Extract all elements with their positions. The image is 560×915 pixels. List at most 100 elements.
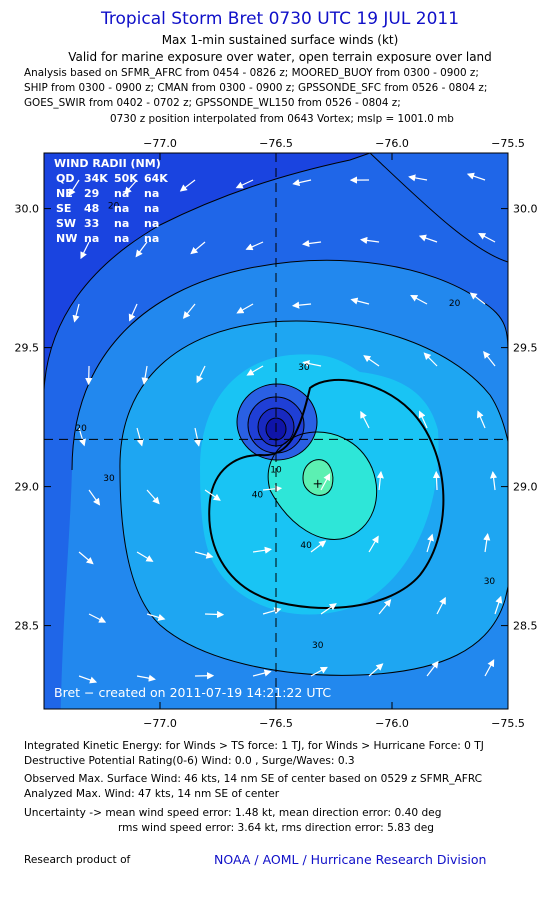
chart-credit: Bret − created on 2011-07-19 14:21:22 UT… [54,685,331,700]
wind-vector-arrow [477,410,486,429]
contour-label: 20 [449,299,461,309]
wind-vector-arrow [262,607,282,615]
wind-vector-arrow [78,675,98,684]
contour-line-25kt [71,259,508,471]
wind-vector-arrow [320,473,331,491]
y-tick-label-left: 30.0 [15,203,40,216]
wind-vector-arrow [426,533,434,553]
y-tick-label-left: 28.5 [15,620,40,633]
wind-vector-arrow [291,301,312,309]
contour-line-35kt [208,378,445,609]
wind-vector-arrow [310,540,327,553]
wind-vector-arrow [196,365,206,384]
wind-vector-arrow [310,666,328,677]
wind-vector-arrow [432,470,441,491]
x-tick-label-top: −75.5 [491,137,525,150]
wind-radii-cell: na [84,232,99,245]
wind-vector-arrow [80,241,90,260]
wind-vector-arrow [302,360,322,368]
wind-vector-arrow [478,233,496,243]
wind-vector-arrow [410,294,428,305]
wind-vector-arrow [136,551,154,562]
wind-radii-cell: na [144,202,159,215]
contour-line-30kt [119,320,508,676]
contour-line-eye-1 [236,383,318,461]
x-tick-label-top: −76.0 [375,137,409,150]
wind-vector-arrow [436,596,446,615]
wind-vector-arrow [182,303,196,319]
x-tick-label-bottom: −77.0 [143,717,177,730]
wind-vector-arrow [194,551,214,559]
wind-vector-arrow [418,234,438,243]
wind-vector-arrow [135,241,148,258]
contour-line-20kt-east [369,153,508,263]
y-tick-label-left: 29.5 [15,342,40,355]
wind-vector-arrow [78,427,86,447]
dpr-line: Destructive Potential Rating(0-6) Wind: … [24,755,355,767]
wind-vector-arrow [236,303,254,314]
contour-label: 30 [484,577,496,587]
x-tick-label-top: −77.0 [143,137,177,150]
y-tick-label-right: 30.0 [513,203,538,216]
wind-radii-cell: na [114,187,129,200]
wind-vector-arrow [368,535,379,553]
wind-radii-column-header: QD [56,172,74,185]
wind-radii-cell: na [114,232,129,245]
wind-vector-arrow [190,241,206,255]
wind-vector-arrow [204,489,221,501]
y-tick-label-right: 29.5 [513,342,538,355]
contour-label: 20 [75,424,87,434]
noaa-aoml-link[interactable]: NOAA / AOML / Hurricane Research Divisio… [214,852,487,867]
position-note: 0730 z position interpolated from 0643 V… [110,113,454,125]
wind-vector-arrow [179,179,196,192]
y-tick-label-right: 29.0 [513,481,538,494]
axis-tick-labels: −77.0 −77.0 −76.5 −76.5 −76.0 −76.0 −75.5 −75.5… [15,137,538,730]
wind-radii-cell: 33 [84,217,99,230]
axis-ticks [44,153,509,709]
wind-vector-arrow [235,179,254,189]
contour-line-45kt [302,459,334,496]
analysis-line-2: SHIP from 0300 - 0900 z; CMAN from 0300 … [24,82,488,94]
wind-vector-arrow [466,172,486,181]
wind-vector-arrow [426,660,439,677]
x-tick-label-bottom: −76.0 [375,717,409,730]
research-product-label: Research product of [24,854,131,866]
wind-vector-arrow [246,365,264,376]
wind-vector-arrow [78,551,94,565]
contour-label: 40 [252,491,264,501]
wind-vectors [68,172,503,684]
wind-vector-arrow [262,485,283,493]
ike-line: Integrated Kinetic Energy: for Winds > T… [24,740,484,752]
contour-47kt [303,459,333,496]
wind-radii-column-header: 50K [114,172,138,185]
wind-vector-arrow [141,365,149,385]
wind-vector-arrow [483,350,496,367]
y-tick-label-right: 28.5 [513,620,538,633]
contour-label: 40 [300,541,312,551]
wind-vector-arrow [376,470,384,491]
wind-vector-arrow [489,470,498,491]
chart-subtitle-exposure: Valid for marine exposure over water, op… [68,50,492,64]
wind-vector-arrow [363,355,380,367]
uncertainty-line-1: Uncertainty -> mean wind speed error: 1.… [24,807,442,819]
wind-vector-arrow [408,174,428,182]
chart-subtitle-winds: Max 1-min sustained surface winds (kt) [161,33,399,47]
wind-radii-title: WIND RADII (NM) [54,157,161,170]
wind-vector-arrow [350,297,370,305]
wind-vector-arrow [423,352,438,367]
uncertainty-line-2: rms wind speed error: 3.64 kt, rms direc… [118,822,435,834]
wind-radii-table: WIND RADII (NM) QD 34K 50K 64K NE 29 na na SE 48 na… [54,157,168,245]
wind-radii-cell: SW [56,217,76,230]
wind-vector-arrow [360,410,370,429]
wind-vector-arrow [136,427,144,447]
wind-vector-arrow [88,613,107,623]
analysis-line-1: Analysis based on SFMR_AFRC from 0454 - … [24,67,479,79]
wind-radii-cell: SE [56,202,71,215]
analyzed-max-wind: Analyzed Max. Wind: 47 kts, 14 nm SE of … [24,788,280,800]
x-tick-label-top: −76.5 [259,137,293,150]
wind-radii-column-header: 34K [84,172,108,185]
contour-label: 20 [108,202,120,212]
wind-vector-arrow [359,236,380,244]
